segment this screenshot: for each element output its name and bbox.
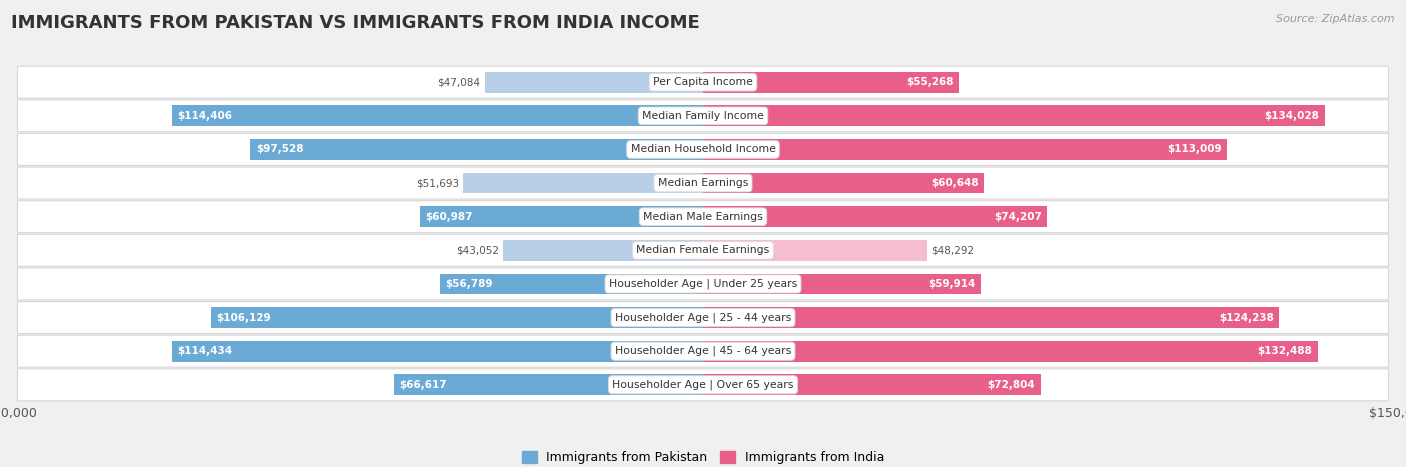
Text: Householder Age | 45 - 64 years: Householder Age | 45 - 64 years <box>614 346 792 356</box>
Text: Median Family Income: Median Family Income <box>643 111 763 121</box>
FancyBboxPatch shape <box>17 66 1389 98</box>
Text: $55,268: $55,268 <box>907 77 953 87</box>
Text: $59,914: $59,914 <box>928 279 976 289</box>
Bar <box>703 139 1227 160</box>
Bar <box>703 173 984 193</box>
Text: $48,292: $48,292 <box>931 245 974 255</box>
Text: $60,987: $60,987 <box>426 212 472 222</box>
Bar <box>440 274 703 294</box>
Bar <box>703 341 1317 361</box>
Text: Source: ZipAtlas.com: Source: ZipAtlas.com <box>1277 14 1395 24</box>
Bar <box>250 139 703 160</box>
Legend: Immigrants from Pakistan, Immigrants from India: Immigrants from Pakistan, Immigrants fro… <box>516 446 890 467</box>
FancyBboxPatch shape <box>17 100 1389 132</box>
Text: Householder Age | Over 65 years: Householder Age | Over 65 years <box>612 380 794 390</box>
Bar <box>463 173 703 193</box>
Bar <box>503 240 703 261</box>
Bar <box>172 106 703 126</box>
Text: Median Female Earnings: Median Female Earnings <box>637 245 769 255</box>
FancyBboxPatch shape <box>17 268 1389 300</box>
Text: $134,028: $134,028 <box>1264 111 1319 121</box>
Text: Per Capita Income: Per Capita Income <box>652 77 754 87</box>
FancyBboxPatch shape <box>17 335 1389 367</box>
FancyBboxPatch shape <box>17 369 1389 401</box>
Text: $51,693: $51,693 <box>416 178 458 188</box>
Text: $56,789: $56,789 <box>446 279 492 289</box>
FancyBboxPatch shape <box>17 201 1389 233</box>
Text: $132,488: $132,488 <box>1257 346 1312 356</box>
Bar <box>394 375 703 395</box>
Text: $106,129: $106,129 <box>217 312 271 323</box>
Text: $113,009: $113,009 <box>1167 144 1222 155</box>
Text: $114,434: $114,434 <box>177 346 233 356</box>
Text: $43,052: $43,052 <box>456 245 499 255</box>
Bar <box>211 307 703 328</box>
Bar <box>703 274 981 294</box>
Text: Householder Age | Under 25 years: Householder Age | Under 25 years <box>609 279 797 289</box>
FancyBboxPatch shape <box>17 167 1389 199</box>
Text: Median Household Income: Median Household Income <box>630 144 776 155</box>
FancyBboxPatch shape <box>17 134 1389 165</box>
Text: Median Earnings: Median Earnings <box>658 178 748 188</box>
FancyBboxPatch shape <box>17 234 1389 266</box>
Text: $74,207: $74,207 <box>994 212 1042 222</box>
Text: Householder Age | 25 - 44 years: Householder Age | 25 - 44 years <box>614 312 792 323</box>
Bar <box>703 307 1279 328</box>
Bar <box>703 375 1040 395</box>
Text: IMMIGRANTS FROM PAKISTAN VS IMMIGRANTS FROM INDIA INCOME: IMMIGRANTS FROM PAKISTAN VS IMMIGRANTS F… <box>11 14 700 32</box>
Bar <box>172 341 703 361</box>
FancyBboxPatch shape <box>17 302 1389 333</box>
Text: $47,084: $47,084 <box>437 77 481 87</box>
Text: $97,528: $97,528 <box>256 144 304 155</box>
Bar <box>485 72 703 92</box>
Text: $72,804: $72,804 <box>987 380 1035 390</box>
Text: $60,648: $60,648 <box>931 178 979 188</box>
Bar <box>703 72 959 92</box>
Bar <box>703 106 1324 126</box>
Text: $66,617: $66,617 <box>399 380 447 390</box>
Bar <box>703 240 927 261</box>
Text: $124,238: $124,238 <box>1219 312 1274 323</box>
Text: Median Male Earnings: Median Male Earnings <box>643 212 763 222</box>
Bar <box>703 206 1047 227</box>
Bar <box>420 206 703 227</box>
Text: $114,406: $114,406 <box>177 111 233 121</box>
